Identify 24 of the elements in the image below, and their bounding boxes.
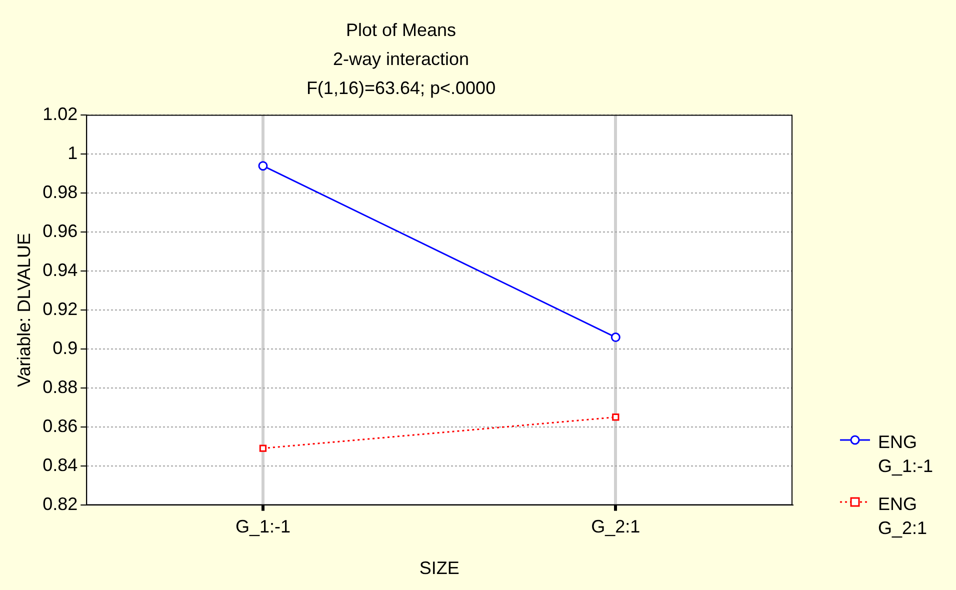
y-tick-label: 0.9 [52, 338, 78, 358]
y-tick-label: 1.02 [42, 104, 78, 124]
point [258, 161, 268, 171]
y-tick-label: 0.86 [42, 416, 78, 436]
point [259, 444, 267, 452]
y-tick-label: 0.92 [42, 298, 78, 319]
y-axis-title: Variable: DLVALUE [14, 232, 34, 388]
x-tick-label: G_1:-1 [235, 516, 290, 537]
chart-subtitle: 2-way interaction [332, 48, 470, 69]
y-tick-label: 0.84 [42, 454, 78, 475]
text: F(1,16)=63.64; p<.0000 [306, 78, 496, 98]
legend-label: ENG G_2:1 [878, 493, 928, 540]
legend-label: ENG G_1:-1 [878, 431, 934, 478]
y-tick-label: 0.94 [42, 260, 78, 280]
x-axis-title: SIZE [419, 558, 460, 578]
x-tick-label: G_2:1 [591, 516, 640, 537]
y-tick-label: 0.88 [42, 376, 78, 397]
point [612, 414, 620, 421]
y-tick-label: 0.98 [42, 182, 78, 202]
y-tick-label: 0.96 [42, 221, 78, 242]
y-tick-label: 0.82 [42, 494, 78, 514]
chart-title: Plot of Means [346, 20, 456, 40]
point [610, 332, 620, 342]
y-tick-label: 1 [68, 143, 78, 164]
